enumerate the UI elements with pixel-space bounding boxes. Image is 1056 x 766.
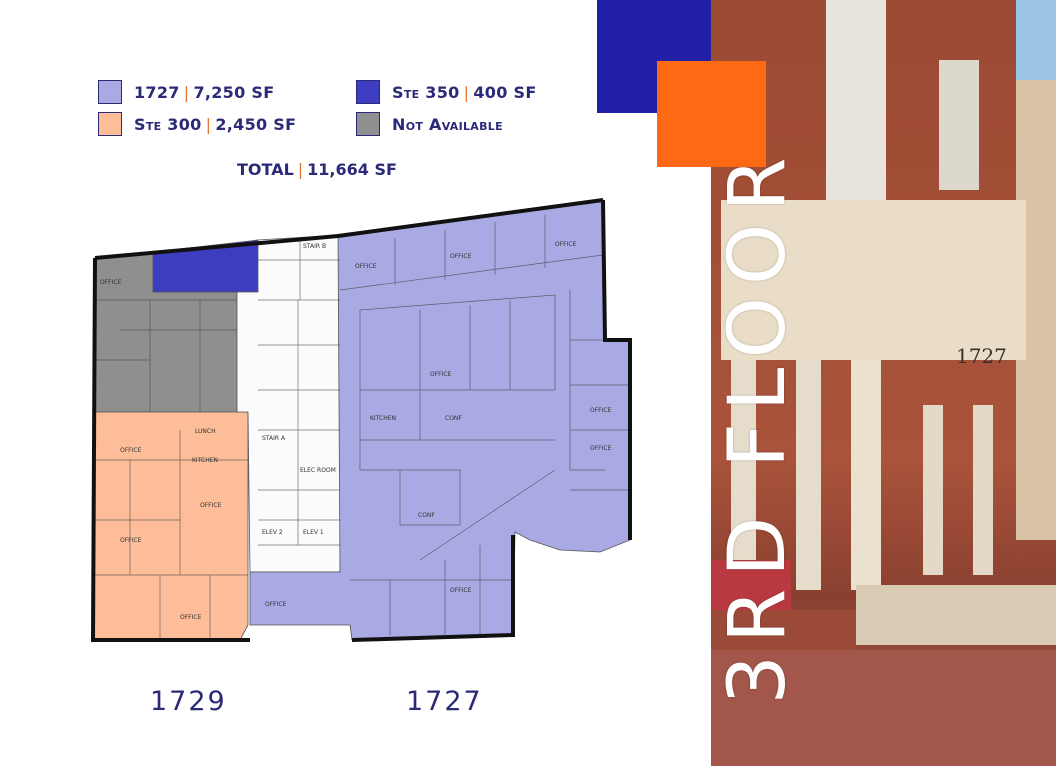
room-label-elev-2: ELEV 2	[262, 529, 283, 536]
room-label-elev-1: ELEV 1	[303, 529, 324, 536]
floor-plan: STAIR B STAIR A ELEV 2 ELEV 1 ELEC ROOM …	[90, 198, 632, 642]
total-value: 11,664 SF	[307, 160, 397, 179]
room-label-office: OFFICE	[590, 407, 612, 414]
total-area: TOTAL | 11,664 SF	[237, 160, 397, 179]
room-label-office: OFFICE	[200, 502, 222, 509]
room-label-kitchen: KITCHEN	[192, 457, 218, 464]
room-label-office: OFFICE	[100, 279, 122, 286]
legend-item-1727: 1727 | 7,250 SF	[98, 80, 274, 104]
room-label-stair-b: STAIR B	[303, 243, 326, 250]
room-label-office: OFFICE	[265, 601, 287, 608]
legend-area: 7,250 SF	[193, 82, 275, 102]
room-label-office: OFFICE	[120, 537, 142, 544]
room-label-office: OFFICE	[450, 587, 472, 594]
legend-swatch	[356, 112, 380, 136]
room-label-office: OFFICE	[450, 253, 472, 260]
area-ste-300	[92, 411, 249, 641]
building-entrance-photo	[711, 0, 1056, 766]
building-label-1727: 1727	[406, 686, 483, 717]
legend-label: Not Available	[392, 114, 503, 134]
legend-area: 2,450 SF	[215, 114, 297, 134]
address-plaque: 1727	[956, 344, 1007, 368]
room-label-elec-room: ELEC ROOM	[300, 467, 336, 474]
legend-item-not-available: Not Available	[356, 112, 503, 136]
room-label-office: OFFICE	[120, 447, 142, 454]
legend-item-ste-300: Ste 300 | 2,450 SF	[98, 112, 296, 136]
floor-title: 3RD FLOOR	[713, 145, 803, 705]
room-label-conf: CONF	[418, 512, 435, 519]
room-label-office: OFFICE	[590, 445, 612, 452]
room-label-lunch: LUNCH	[195, 428, 216, 435]
total-label: TOTAL	[237, 160, 294, 179]
interior-walls	[93, 215, 630, 640]
decorative-orange-block	[657, 61, 766, 167]
legend-label: Ste 350	[392, 82, 460, 102]
room-label-stair-a: STAIR A	[262, 435, 286, 442]
room-label-office: OFFICE	[555, 241, 577, 248]
legend-swatch	[98, 80, 122, 104]
exterior-walls	[90, 198, 632, 642]
room-label-office: OFFICE	[430, 371, 452, 378]
legend-label: 1727	[134, 82, 180, 102]
legend-swatch	[356, 80, 380, 104]
legend-swatch	[98, 112, 122, 136]
room-label-conf: CONF	[445, 415, 462, 422]
room-label-office: OFFICE	[355, 263, 377, 270]
legend-item-ste-350: Ste 350 | 400 SF	[356, 80, 537, 104]
legend-area: 400 SF	[473, 82, 537, 102]
building-label-1729: 1729	[150, 686, 227, 717]
room-label-office: OFFICE	[180, 614, 202, 621]
room-label-kitchen: KITCHEN	[370, 415, 396, 422]
legend-label: Ste 300	[134, 114, 202, 134]
